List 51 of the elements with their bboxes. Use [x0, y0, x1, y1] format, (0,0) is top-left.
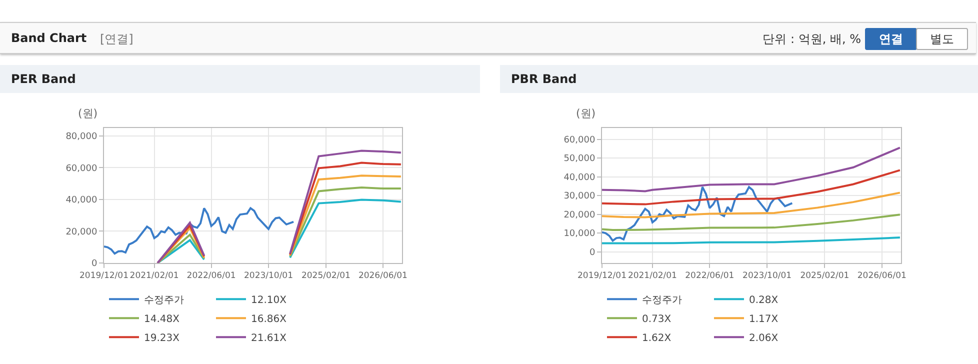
legend-label: 1.17X: [749, 314, 778, 325]
line-series: [602, 186, 794, 242]
x-tick-label: 2022/06/01: [186, 271, 236, 282]
x-tick-label: 2019/12/01: [80, 271, 128, 282]
line-series: [602, 192, 901, 218]
y-tick-label: 0: [589, 248, 596, 258]
x-tick-label: 2026/06/01: [358, 271, 408, 282]
y-axis-title: (원): [78, 107, 98, 120]
text: [연결]: [100, 31, 134, 48]
x-tick-label: 2021/02/01: [130, 271, 179, 282]
text: 별도: [916, 28, 968, 50]
y-tick-label: 60,000: [564, 135, 596, 146]
y-tick-label: 50,000: [564, 154, 596, 164]
chart-title: PBR Band: [500, 65, 978, 93]
legend-label: 2.06X: [749, 333, 778, 344]
legend-label: 1.62X: [642, 333, 672, 344]
x-tick-label: 2021/02/01: [628, 271, 677, 282]
legend-label: 수정주가: [144, 295, 184, 306]
text: 단위 : 억원, 배, %: [762, 31, 861, 48]
y-axis-title: (원): [576, 107, 596, 120]
line-series: [602, 214, 901, 231]
legend-label: 16.86X: [251, 314, 287, 325]
y-tick-label: 60,000: [66, 164, 98, 174]
x-tick-label: 2025/02/01: [800, 271, 850, 282]
text: Band Chart: [11, 31, 87, 45]
y-tick-label: 30,000: [564, 192, 596, 202]
x-tick-label: 2019/12/01: [578, 271, 626, 282]
legend-label: 0.73X: [642, 314, 672, 325]
x-tick-label: 2025/02/01: [301, 271, 350, 282]
x-tick-label: 2023/10/01: [742, 271, 792, 282]
y-tick-label: 80,000: [66, 132, 98, 142]
chart-title: PER Band: [0, 65, 480, 93]
line-series: [602, 146, 901, 192]
legend-label: 21.61X: [251, 333, 287, 344]
y-tick-label: 0: [91, 259, 98, 270]
x-tick-label: 2023/10/01: [244, 271, 294, 282]
y-tick-label: 20,000: [564, 210, 596, 220]
text: 연결: [865, 28, 917, 50]
legend-label: 19.23X: [144, 333, 180, 344]
y-tick-label: 40,000: [66, 196, 98, 206]
legend-label: 0.28X: [749, 295, 778, 306]
y-tick-label: 10,000: [564, 229, 596, 240]
line-series: [104, 207, 295, 255]
legend-label: 12.10X: [251, 295, 287, 306]
y-tick-label: 20,000: [66, 227, 98, 238]
legend-label: 수정주가: [642, 295, 682, 306]
line-series: [602, 169, 901, 206]
x-tick-label: 2026/06/01: [857, 271, 906, 282]
legend-label: 14.48X: [144, 314, 180, 325]
y-tick-label: 40,000: [564, 172, 596, 183]
x-tick-label: 2022/06/01: [685, 271, 734, 282]
